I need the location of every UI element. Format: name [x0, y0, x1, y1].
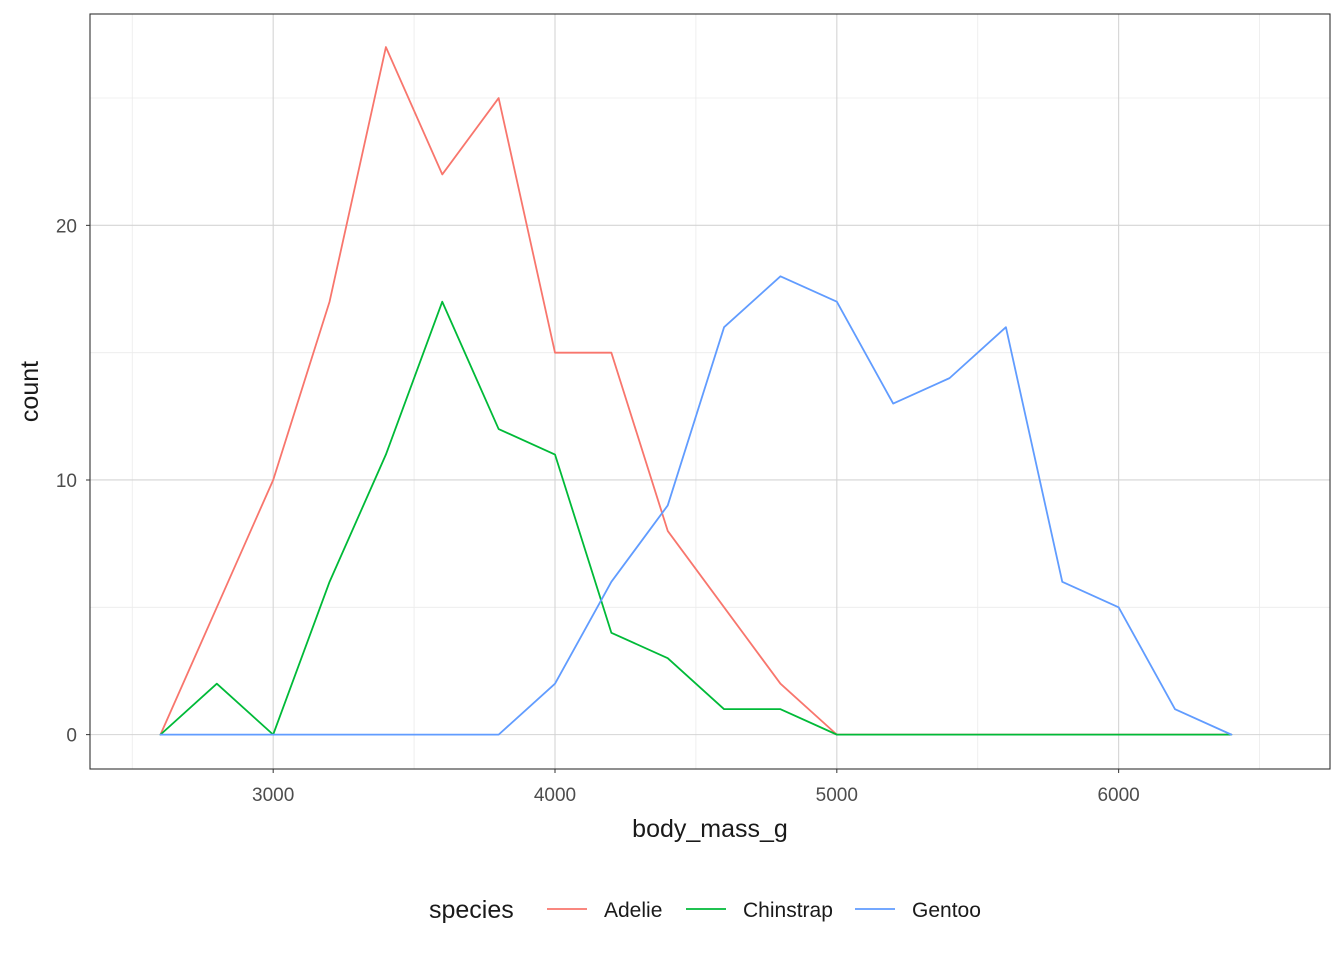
legend: species Adelie Chinstrap Gentoo — [429, 896, 981, 924]
y-tick-label: 0 — [66, 726, 77, 747]
x-tick-label: 5000 — [816, 785, 858, 806]
x-tick-label: 4000 — [534, 785, 576, 806]
y-axis-title: count — [16, 361, 44, 422]
panel-border — [89, 13, 1331, 770]
y-axis: 0 10 20 — [56, 216, 90, 747]
x-tick-label: 3000 — [252, 785, 294, 806]
legend-label-gentoo: Gentoo — [912, 899, 981, 922]
series-line-chinstrap — [159, 300, 1233, 736]
x-tick-label: 6000 — [1097, 785, 1139, 806]
legend-title: species — [429, 896, 514, 924]
series-layer — [159, 46, 1233, 736]
series-line-gentoo — [159, 275, 1233, 736]
grid — [90, 14, 1330, 769]
legend-label-chinstrap: Chinstrap — [743, 899, 833, 922]
y-tick-label: 10 — [56, 471, 77, 492]
x-axis: 3000 4000 5000 6000 — [252, 769, 1140, 806]
y-tick-label: 20 — [56, 216, 77, 237]
x-axis-title: body_mass_g — [632, 815, 788, 843]
legend-label-adelie: Adelie — [604, 899, 662, 922]
